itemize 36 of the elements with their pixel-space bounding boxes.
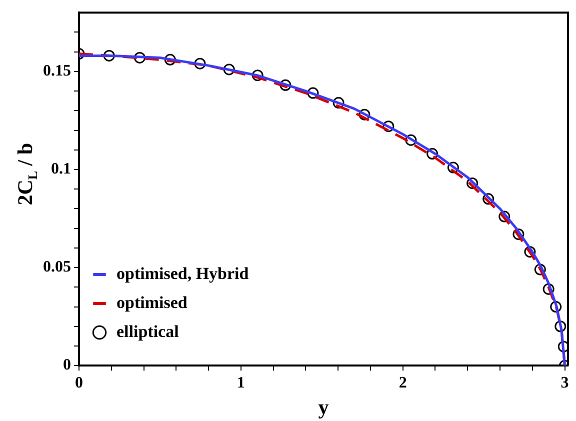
x-tick-label: 0 (75, 374, 83, 392)
point (164, 54, 176, 66)
point (252, 70, 264, 82)
point (558, 340, 568, 352)
y-tick-label: 0.15 (43, 62, 71, 80)
point (512, 228, 524, 240)
x-tick-label: 3 (560, 374, 569, 392)
point (466, 177, 478, 189)
point (332, 97, 344, 109)
point (542, 283, 554, 295)
x-axis-title: y (318, 394, 330, 419)
point (554, 320, 566, 332)
point (223, 64, 235, 76)
point (534, 264, 546, 276)
legend-label: optimised (116, 292, 188, 312)
y-tick-label: 0 (63, 356, 71, 374)
point (134, 52, 146, 64)
point (382, 120, 394, 132)
point (498, 210, 510, 222)
point (103, 50, 115, 62)
y-tick-label: 0.1 (51, 160, 71, 178)
point (550, 301, 562, 313)
x-tick-label: 2 (398, 374, 407, 392)
legend-label: optimised, Hybrid (116, 264, 250, 283)
point (482, 193, 494, 205)
point (194, 58, 206, 70)
point (524, 246, 536, 258)
point (280, 79, 292, 91)
point (358, 108, 370, 120)
y-tick-label: 0.05 (43, 258, 71, 276)
point (307, 87, 319, 99)
point (447, 162, 459, 174)
legend-label: elliptical (116, 322, 180, 341)
point (426, 148, 438, 160)
x-tick-label: 1 (236, 374, 245, 392)
point (405, 134, 417, 146)
